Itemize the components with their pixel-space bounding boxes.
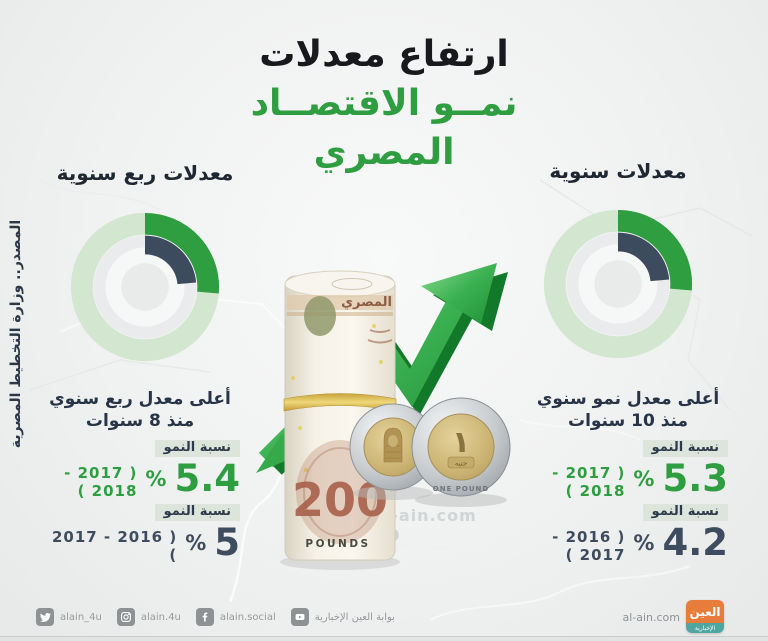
gauge-gray-ring bbox=[93, 235, 197, 339]
note-currency: POUNDS bbox=[305, 538, 370, 550]
quarterly-heading: معدلات ربع سنوية bbox=[56, 161, 234, 185]
footer-bar: alain_4u alain.4u alain.social بوابة الع… bbox=[0, 595, 768, 641]
youtube-portal-label[interactable]: بوابة العين الإخبارية bbox=[314, 611, 395, 623]
stat-value: 5.3 bbox=[662, 457, 728, 500]
coin-engraving: ONE POUND bbox=[433, 485, 489, 493]
social-links: alain_4u alain.4u alain.social بوابة الع… bbox=[36, 608, 395, 626]
coin-pharaoh bbox=[349, 403, 437, 500]
gauge-gray-ring bbox=[566, 232, 670, 336]
percent-sign: % bbox=[633, 467, 655, 491]
quarterly-stats: أعلى معدل ربع سنوي منذ 8 سنوات نسبة النم… bbox=[40, 388, 240, 564]
alain-logo-sub: الإخبارية bbox=[686, 623, 724, 633]
alain-logo[interactable]: العين الإخبارية bbox=[686, 600, 724, 633]
instagram-icon[interactable] bbox=[116, 608, 135, 626]
annual-stat-row-1: 5.3 % ( 2017 - 2018 ) bbox=[528, 457, 728, 501]
title-line-2: نمــو الاقتصــاد bbox=[250, 83, 518, 124]
instagram-handle[interactable]: alain.4u bbox=[140, 611, 181, 623]
growth-rate-chip: نسبة النمو bbox=[642, 440, 728, 457]
percent-sign: % bbox=[145, 467, 167, 491]
annual-heading: معدلات سنوية bbox=[549, 159, 687, 183]
quarterly-stat-row-1: 5.4 % ( 2017 - 2018 ) bbox=[40, 457, 240, 501]
quarterly-highlight-line-1: أعلى معدل ربع سنوي bbox=[49, 389, 231, 409]
annual-stat-row-2: 4.2 % ( 2016 - 2017 ) bbox=[528, 521, 728, 565]
alain-logo-main: العين bbox=[686, 600, 724, 623]
title-line-3: المصري bbox=[313, 132, 455, 173]
annual-highlight: أعلى معدل نمو سنوي منذ 10 سنوات bbox=[528, 388, 728, 432]
coin-one-pound: ١ جنيه ONE POUND bbox=[411, 397, 511, 507]
stat-period: ( 2017 - 2018 ) bbox=[552, 464, 626, 500]
title-line-1: ارتفاع معدلات bbox=[259, 34, 509, 75]
quarterly-highlight-line-2: منذ 8 سنوات bbox=[85, 411, 195, 431]
annual-highlight-line-2: منذ 10 سنوات bbox=[567, 411, 689, 431]
website-url[interactable]: al-ain.com bbox=[622, 611, 680, 624]
facebook-link[interactable]: alain.social bbox=[195, 608, 276, 626]
growth-rate-chip: نسبة النمو bbox=[154, 504, 240, 521]
quarterly-gauge bbox=[70, 212, 220, 362]
page-title: ارتفاع معدلات نمــو الاقتصــاد المصري bbox=[0, 30, 768, 177]
stat-period: ( 2017 - 2018 ) bbox=[64, 464, 138, 500]
growth-rate-chip: نسبة النمو bbox=[154, 440, 240, 457]
growth-rate-chip: نسبة النمو bbox=[642, 504, 728, 521]
percent-sign: % bbox=[185, 531, 207, 555]
coin-unit: جنيه bbox=[455, 460, 467, 468]
gauge-navy-arc bbox=[144, 235, 197, 285]
gauge-center-disc bbox=[121, 263, 169, 311]
facebook-handle[interactable]: alain.social bbox=[219, 611, 276, 623]
stat-period: ( 2016 - 2017 ) bbox=[51, 528, 178, 564]
stat-period: ( 2016 - 2017 ) bbox=[552, 528, 626, 564]
quarterly-highlight: أعلى معدل ربع سنوي منذ 8 سنوات bbox=[40, 388, 240, 432]
youtube-icon[interactable] bbox=[290, 608, 309, 626]
percent-sign: % bbox=[633, 531, 655, 555]
annual-highlight-line-1: أعلى معدل نمو سنوي bbox=[536, 389, 720, 409]
note-calligraphy: المصري bbox=[341, 295, 392, 310]
coin-numeral: ١ bbox=[452, 425, 470, 460]
gauge-green-arc bbox=[617, 209, 693, 291]
gauge-navy-arc bbox=[617, 232, 670, 282]
annual-gauge bbox=[543, 209, 693, 359]
annual-stats: أعلى معدل نمو سنوي منذ 10 سنوات نسبة الن… bbox=[528, 388, 728, 564]
note-watermark-blotch bbox=[304, 296, 336, 336]
instagram-link[interactable]: alain.4u bbox=[116, 608, 181, 626]
stat-value: 4.2 bbox=[662, 521, 728, 564]
gauge-center-disc bbox=[594, 260, 642, 308]
youtube-link[interactable]: بوابة العين الإخبارية bbox=[290, 608, 395, 626]
footer-divider bbox=[0, 636, 768, 637]
gauge-green-arc bbox=[144, 212, 220, 294]
source-note: المصدر.. وزارة التخطيط المصرية bbox=[8, 219, 24, 449]
twitter-link[interactable]: alain_4u bbox=[36, 608, 102, 626]
facebook-icon[interactable] bbox=[195, 608, 214, 626]
stat-value: 5 bbox=[214, 521, 240, 564]
footer-bottom-strip bbox=[0, 637, 768, 641]
twitter-icon[interactable] bbox=[36, 608, 54, 626]
money-growth-illustration: المصري 200 POUNDS ١ bbox=[256, 263, 511, 570]
quarterly-stat-row-2: 5 % ( 2016 - 2017 ) bbox=[40, 521, 240, 565]
stat-value: 5.4 bbox=[174, 457, 240, 500]
twitter-handle[interactable]: alain_4u bbox=[60, 611, 102, 623]
